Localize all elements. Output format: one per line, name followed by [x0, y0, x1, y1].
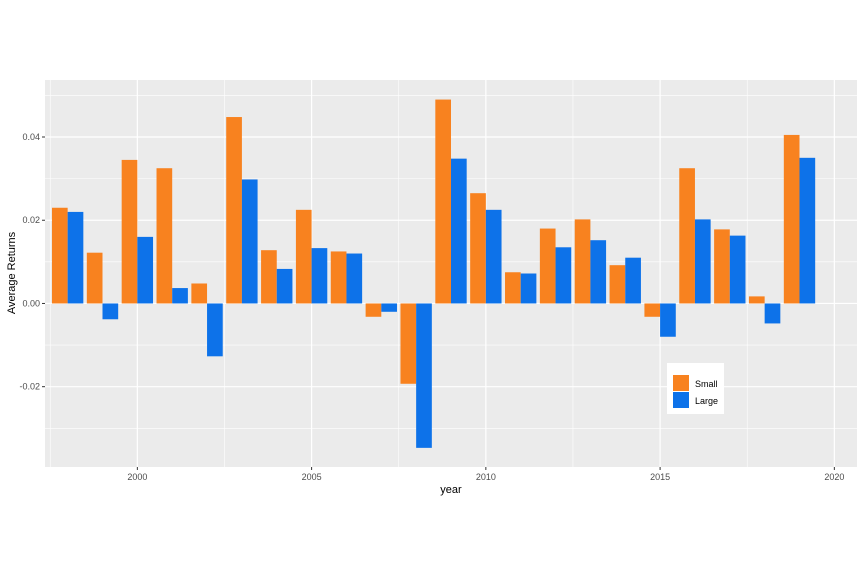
bar-large-2015: [660, 303, 676, 337]
y-tick-label: 0.02: [22, 215, 40, 225]
y-axis-title: Average Returns: [6, 231, 18, 314]
bar-small-2002: [191, 283, 208, 304]
bar-large-2011: [520, 273, 537, 304]
x-tick-label: 2015: [650, 472, 670, 482]
bar-small-1998: [51, 207, 68, 304]
bar-large-2000: [137, 236, 154, 304]
bar-small-2014: [609, 265, 626, 304]
x-axis-title: year: [440, 484, 462, 496]
bar-large-1999: [102, 303, 119, 320]
legend-label-large: Large: [695, 396, 718, 406]
bar-large-2001: [172, 288, 188, 304]
bar-large-1998: [67, 211, 84, 304]
legend: Small Large: [667, 363, 724, 414]
bar-small-2009: [435, 99, 451, 304]
bar-large-2012: [555, 247, 572, 304]
bar-small-1999: [86, 252, 103, 304]
bar-small-2012: [539, 228, 556, 304]
bar-small-2015: [644, 303, 661, 317]
bar-large-2004: [276, 268, 293, 304]
bar-small-2018: [748, 296, 765, 304]
x-tick-label: 2010: [476, 472, 496, 482]
legend-key-large: [673, 392, 689, 408]
bar-small-2013: [574, 219, 591, 304]
bar-large-2017: [729, 235, 746, 304]
bar-small-2017: [714, 229, 730, 304]
legend-key-small: [673, 375, 689, 391]
x-axis: 2000 2005 2010 2015 2020: [127, 467, 844, 482]
y-tick-label: 0.04: [22, 132, 40, 142]
bar-large-2002: [207, 303, 223, 357]
bar-small-2003: [226, 117, 242, 304]
bar-large-2003: [241, 179, 258, 304]
bar-large-2016: [694, 219, 711, 304]
bar-small-2010: [470, 193, 486, 304]
y-axis: -0.02 0.00 0.02 0.04: [19, 132, 45, 392]
legend-label-small: Small: [695, 379, 718, 389]
bar-small-2005: [295, 209, 312, 304]
bar-large-2018: [764, 303, 781, 324]
bar-small-2000: [121, 159, 138, 304]
bar-large-2007: [381, 303, 397, 312]
bar-large-2013: [590, 240, 607, 304]
bar-large-2009: [451, 158, 467, 304]
bar-small-2008: [400, 303, 417, 384]
bar-large-2005: [311, 248, 328, 304]
bar-small-2007: [365, 303, 382, 317]
bar-large-2014: [625, 257, 641, 304]
bar-small-2011: [505, 272, 521, 304]
bar-large-2019: [799, 157, 816, 304]
bar-small-2006: [330, 251, 347, 304]
y-tick-label: 0.00: [22, 298, 40, 308]
x-tick-label: 2005: [302, 472, 322, 482]
bar-small-2001: [156, 168, 173, 304]
bar-small-2019: [783, 134, 800, 304]
x-tick-label: 2000: [127, 472, 147, 482]
bar-small-2016: [679, 168, 695, 304]
y-tick-label: -0.02: [19, 382, 40, 392]
bars: [51, 99, 816, 448]
bar-large-2010: [485, 209, 502, 304]
bar-large-2006: [346, 253, 363, 304]
bar-large-2008: [416, 303, 432, 448]
bar-small-2004: [261, 250, 277, 304]
x-tick-label: 2020: [824, 472, 844, 482]
